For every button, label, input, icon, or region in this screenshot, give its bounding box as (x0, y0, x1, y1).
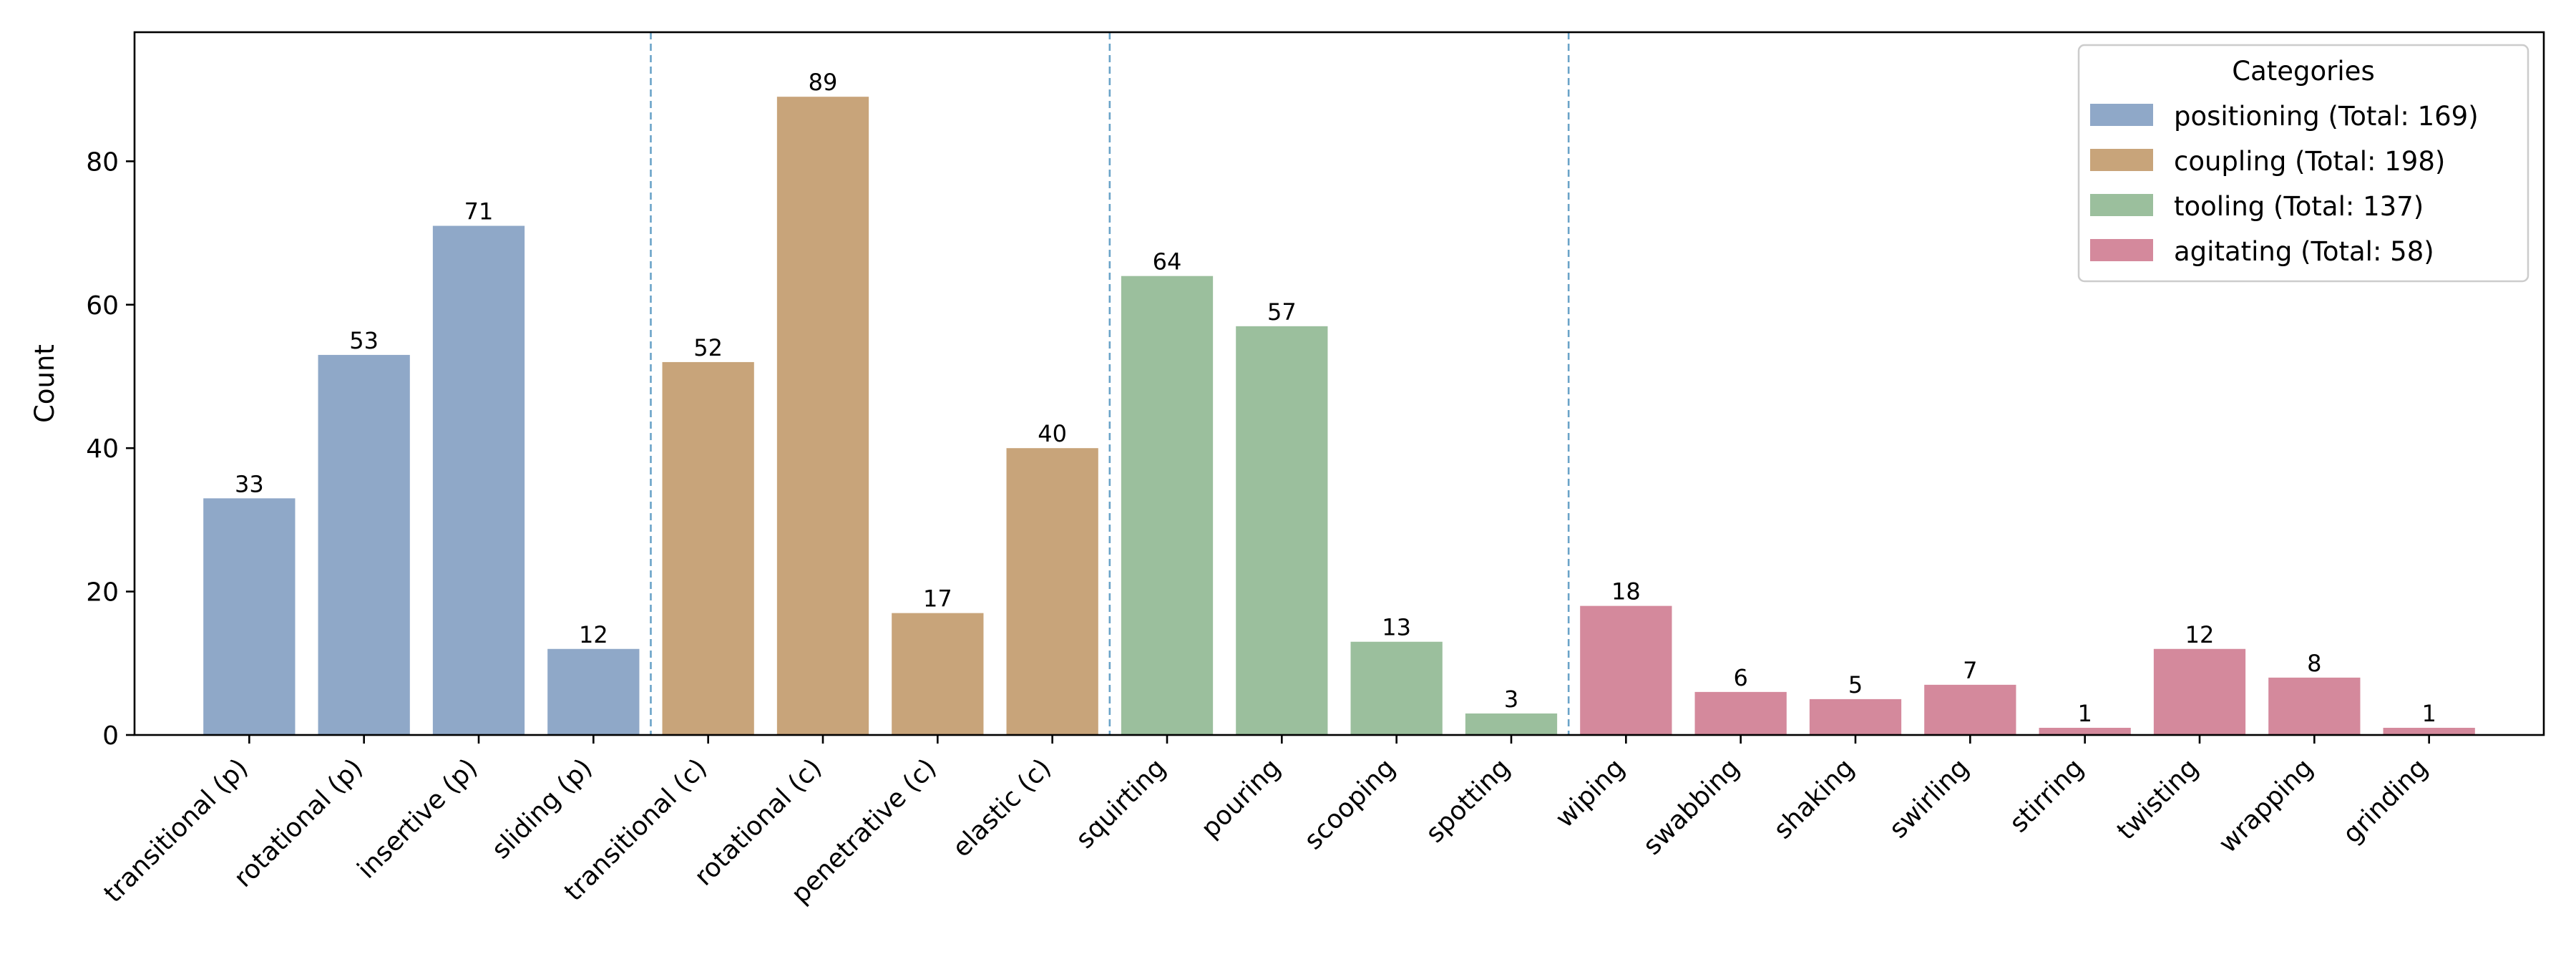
bar (318, 354, 410, 736)
bar (662, 361, 754, 735)
legend-label: coupling (Total: 198) (2174, 146, 2445, 177)
bar (1580, 605, 1672, 735)
data-label: 12 (2185, 621, 2215, 648)
bar (1694, 691, 1787, 735)
y-tick-label: 20 (86, 578, 119, 608)
y-tick-label: 40 (86, 434, 119, 464)
bar (203, 498, 296, 735)
data-label: 17 (923, 585, 952, 613)
bar (2383, 727, 2475, 735)
bar (547, 648, 640, 735)
data-label: 1 (2421, 700, 2436, 727)
data-label: 57 (1267, 298, 1297, 326)
data-label: 40 (1038, 420, 1067, 447)
data-label: 89 (809, 69, 838, 96)
data-label: 52 (693, 334, 723, 361)
data-label: 53 (349, 327, 379, 354)
y-axis-label: Count (29, 344, 60, 423)
legend-swatch (2090, 194, 2153, 216)
bar (2153, 648, 2246, 735)
data-label: 18 (1611, 578, 1641, 605)
legend-label: tooling (Total: 137) (2174, 191, 2424, 222)
y-tick-label: 60 (86, 291, 119, 321)
legend-box (2077, 44, 2529, 283)
data-label: 7 (1963, 657, 1977, 684)
data-label: 64 (1153, 248, 1182, 276)
legend-label: positioning (Total: 169) (2174, 101, 2479, 132)
data-label: 8 (2307, 650, 2321, 677)
bar (1465, 713, 1558, 735)
legend: Categories positioning (Total: 169) coupli… (2077, 44, 2529, 283)
data-label: 12 (579, 621, 608, 648)
y-tick-label: 80 (86, 147, 119, 177)
data-label: 6 (1733, 664, 1747, 691)
legend-swatch (2090, 104, 2153, 126)
plot-frame (133, 31, 2545, 736)
data-label: 33 (235, 470, 264, 497)
legend-swatch (2090, 149, 2153, 171)
bar (1236, 326, 1328, 735)
legend-title: Categories (2232, 56, 2374, 87)
bar (2039, 727, 2131, 735)
data-label: 1 (2077, 700, 2092, 727)
data-label: 3 (1504, 686, 1518, 713)
legend-swatch (2090, 239, 2153, 261)
bar (432, 225, 525, 735)
legend-label: agitating (Total: 58) (2174, 236, 2434, 267)
bar (1350, 641, 1443, 735)
bar (1924, 684, 2016, 735)
bar (892, 613, 984, 735)
bar (1121, 276, 1214, 736)
bars-layer (203, 97, 2475, 736)
data-label: 5 (1848, 671, 1863, 698)
bar (1809, 698, 1902, 735)
bar (2268, 677, 2361, 735)
data-label: 71 (464, 198, 494, 225)
data-label: 13 (1382, 614, 1411, 641)
bar (776, 97, 869, 736)
separators-layer (650, 32, 1570, 735)
y-tick-label: 0 (102, 721, 119, 751)
bar (1006, 448, 1098, 735)
